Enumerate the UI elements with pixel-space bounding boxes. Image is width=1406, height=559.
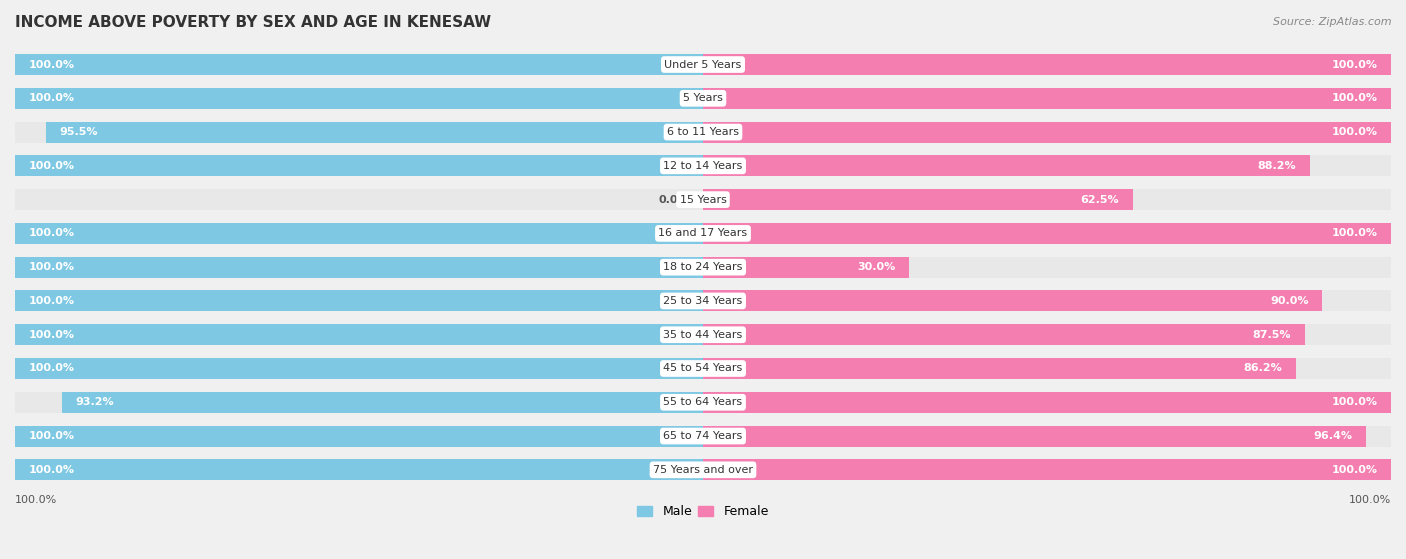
Text: 25 to 34 Years: 25 to 34 Years — [664, 296, 742, 306]
Bar — [703, 358, 1391, 379]
Text: 93.2%: 93.2% — [76, 397, 114, 408]
Text: 100.0%: 100.0% — [28, 229, 75, 238]
Text: 15 Years: 15 Years — [679, 195, 727, 205]
Bar — [15, 459, 703, 480]
Bar — [15, 155, 703, 176]
Bar — [703, 189, 1133, 210]
Bar — [15, 54, 703, 75]
Text: 45 to 54 Years: 45 to 54 Years — [664, 363, 742, 373]
Text: 100.0%: 100.0% — [28, 59, 75, 69]
Bar — [46, 122, 703, 143]
Bar — [15, 54, 703, 75]
Text: 90.0%: 90.0% — [1270, 296, 1309, 306]
Text: 96.4%: 96.4% — [1313, 431, 1353, 441]
Bar — [703, 459, 1391, 480]
Bar — [62, 392, 703, 413]
Bar — [15, 257, 703, 278]
Text: 65 to 74 Years: 65 to 74 Years — [664, 431, 742, 441]
Text: 35 to 44 Years: 35 to 44 Years — [664, 330, 742, 340]
Bar — [703, 425, 1391, 447]
Text: 6 to 11 Years: 6 to 11 Years — [666, 127, 740, 137]
Text: 75 Years and over: 75 Years and over — [652, 465, 754, 475]
Text: 100.0%: 100.0% — [28, 93, 75, 103]
Text: Under 5 Years: Under 5 Years — [665, 59, 741, 69]
Text: 95.5%: 95.5% — [59, 127, 98, 137]
Bar — [703, 324, 1391, 345]
Bar — [703, 392, 1391, 413]
Text: INCOME ABOVE POVERTY BY SEX AND AGE IN KENESAW: INCOME ABOVE POVERTY BY SEX AND AGE IN K… — [15, 15, 491, 30]
Text: 100.0%: 100.0% — [28, 363, 75, 373]
Bar — [703, 122, 1391, 143]
Bar — [703, 88, 1391, 109]
Bar — [15, 122, 703, 143]
Bar — [15, 223, 703, 244]
Legend: Male, Female: Male, Female — [633, 500, 773, 523]
Text: 100.0%: 100.0% — [1348, 495, 1391, 505]
Bar — [15, 223, 703, 244]
Text: 55 to 64 Years: 55 to 64 Years — [664, 397, 742, 408]
Bar — [15, 257, 703, 278]
Text: 100.0%: 100.0% — [1331, 127, 1378, 137]
Bar — [15, 88, 703, 109]
Bar — [15, 155, 703, 176]
Bar — [15, 189, 703, 210]
Text: Source: ZipAtlas.com: Source: ZipAtlas.com — [1274, 17, 1392, 27]
Text: 100.0%: 100.0% — [28, 431, 75, 441]
Bar — [703, 189, 1391, 210]
Bar — [15, 324, 703, 345]
Bar — [15, 291, 703, 311]
Text: 100.0%: 100.0% — [28, 465, 75, 475]
Bar — [703, 425, 1367, 447]
Text: 100.0%: 100.0% — [1331, 229, 1378, 238]
Bar — [15, 358, 703, 379]
Text: 88.2%: 88.2% — [1257, 161, 1296, 171]
Text: 87.5%: 87.5% — [1253, 330, 1291, 340]
Text: 100.0%: 100.0% — [28, 262, 75, 272]
Bar — [703, 155, 1391, 176]
Bar — [15, 425, 703, 447]
Bar — [703, 54, 1391, 75]
Bar — [703, 88, 1391, 109]
Text: 100.0%: 100.0% — [1331, 397, 1378, 408]
Text: 62.5%: 62.5% — [1081, 195, 1119, 205]
Bar — [15, 392, 703, 413]
Bar — [15, 324, 703, 345]
Bar — [703, 358, 1296, 379]
Bar — [703, 223, 1391, 244]
Text: 86.2%: 86.2% — [1243, 363, 1282, 373]
Bar — [703, 291, 1322, 311]
Bar — [703, 54, 1391, 75]
Bar — [703, 392, 1391, 413]
Text: 100.0%: 100.0% — [15, 495, 58, 505]
Text: 5 Years: 5 Years — [683, 93, 723, 103]
Bar — [703, 257, 910, 278]
Bar — [15, 291, 703, 311]
Bar — [703, 291, 1391, 311]
Bar — [15, 459, 703, 480]
Text: 12 to 14 Years: 12 to 14 Years — [664, 161, 742, 171]
Text: 100.0%: 100.0% — [1331, 59, 1378, 69]
Text: 18 to 24 Years: 18 to 24 Years — [664, 262, 742, 272]
Bar — [703, 257, 1391, 278]
Text: 30.0%: 30.0% — [858, 262, 896, 272]
Text: 100.0%: 100.0% — [28, 161, 75, 171]
Bar — [703, 324, 1305, 345]
Bar — [703, 223, 1391, 244]
Text: 100.0%: 100.0% — [1331, 93, 1378, 103]
Text: 16 and 17 Years: 16 and 17 Years — [658, 229, 748, 238]
Bar — [15, 358, 703, 379]
Bar — [703, 459, 1391, 480]
Bar — [703, 155, 1310, 176]
Bar — [703, 122, 1391, 143]
Text: 0.0%: 0.0% — [658, 195, 689, 205]
Text: 100.0%: 100.0% — [28, 296, 75, 306]
Bar — [15, 88, 703, 109]
Bar — [15, 425, 703, 447]
Text: 100.0%: 100.0% — [1331, 465, 1378, 475]
Text: 100.0%: 100.0% — [28, 330, 75, 340]
